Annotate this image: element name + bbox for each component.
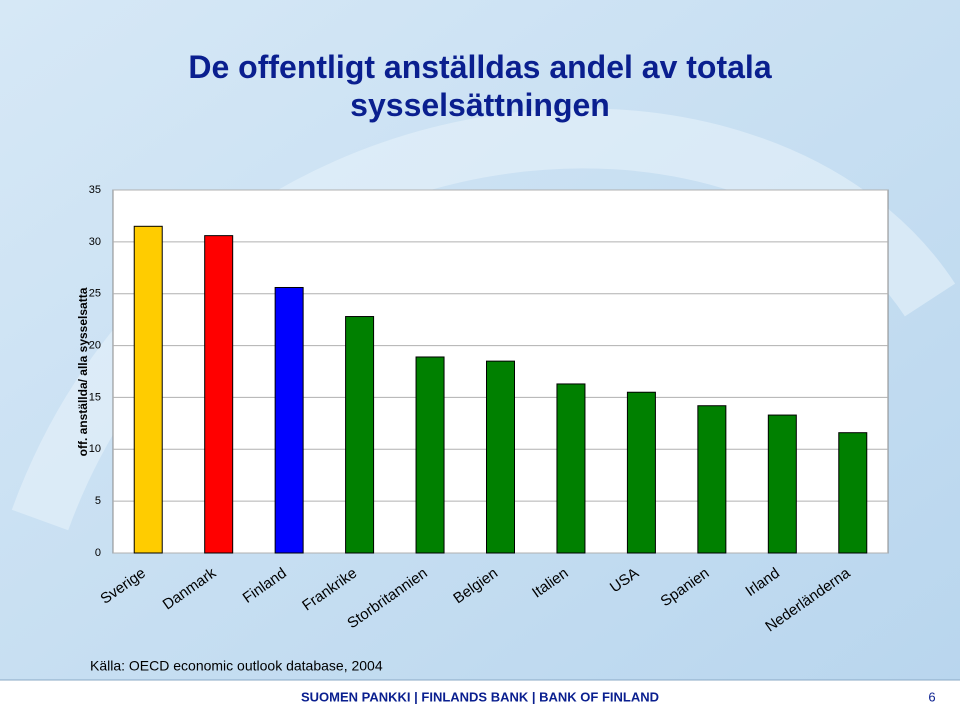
bar [486,360,515,554]
bar [626,391,656,554]
footer-band [0,680,960,707]
bar [345,316,375,554]
y-tick-label: 20 [89,339,101,351]
bar [838,432,868,554]
title-box: De offentligt anställdas andel av totala… [188,49,772,123]
bar [697,405,727,554]
y-tick-label: 30 [89,236,101,248]
y-tick-label: 0 [95,547,101,559]
source-note: Källa: OECD economic outlook database, 2… [90,658,383,674]
y-axis-label: off. anställda/ alla sysselsatta [76,287,90,456]
y-tick-label: 15 [89,391,101,403]
bar [415,356,445,554]
y-tick-label: 25 [89,288,101,300]
bar [556,383,586,554]
bar [133,225,163,554]
footer-text: SUOMEN PANKKI | FINLANDS BANK | BANK OF … [301,689,659,704]
bar [204,235,234,554]
chart-title: De offentligt anställdas andel av totala… [188,49,772,123]
y-tick-label: 10 [89,443,101,455]
page-number: 6 [928,689,935,704]
y-tick-label: 35 [89,184,101,196]
bar [767,414,797,554]
bar [274,286,304,554]
y-tick-label: 5 [95,495,101,507]
